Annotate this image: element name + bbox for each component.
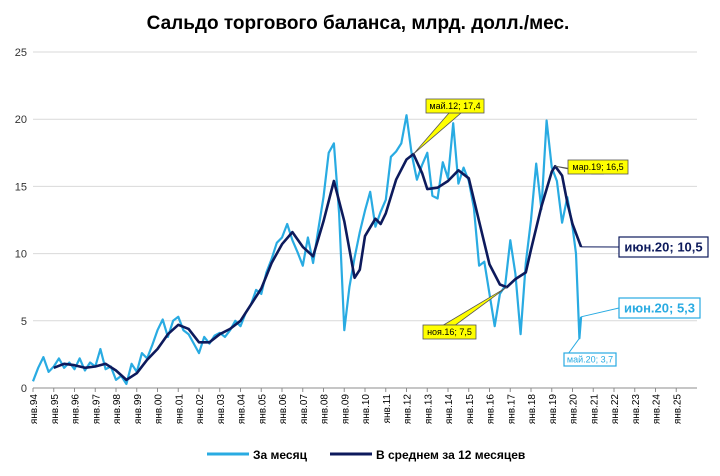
callout-label: мар.19; 16,5 <box>572 162 623 172</box>
x-tick-label: янв.17 <box>506 394 517 425</box>
y-tick-label: 10 <box>15 249 27 261</box>
y-tick-label: 20 <box>15 114 27 126</box>
x-tick-label: янв.07 <box>299 394 310 425</box>
legend: За месяц В среднем за 12 месяцев <box>207 448 525 462</box>
x-tick-label: янв.20 <box>569 394 580 425</box>
callout-label: ноя.16; 7,5 <box>427 327 472 337</box>
x-tick-label: янв.03 <box>216 394 227 425</box>
x-axis: янв.94 янв.95 янв.96 янв.97 янв.98 янв.99 янв.… <box>29 388 683 424</box>
y-tick-label: 0 <box>21 383 27 395</box>
x-tick-label: янв.94 <box>29 394 40 425</box>
x-tick-label: янв.95 <box>50 394 61 425</box>
x-tick-label: янв.19 <box>548 394 559 425</box>
x-tick-label: янв.04 <box>237 394 248 425</box>
x-tick-label: янв.14 <box>444 394 455 425</box>
y-tick-label: 15 <box>15 181 27 193</box>
x-tick-label: янв.18 <box>527 394 538 425</box>
series-line-average <box>54 154 581 380</box>
y-axis: 0 5 10 15 20 25 <box>15 47 27 395</box>
legend-label-monthly: За месяц <box>253 448 308 462</box>
y-tick-label: 25 <box>15 47 27 59</box>
grid-lines <box>33 52 697 388</box>
x-tick-label: янв.02 <box>195 394 206 425</box>
chart-title: Сальдо торгового баланса, млрд. долл./ме… <box>147 13 570 34</box>
x-tick-label: янв.16 <box>486 394 497 425</box>
value-label: июн.20; 10,5 <box>624 240 702 255</box>
x-tick-label: янв.15 <box>465 394 476 425</box>
x-tick-label: янв.23 <box>631 394 642 425</box>
x-tick-label: янв.09 <box>340 394 351 425</box>
x-tick-label: янв.96 <box>71 394 82 425</box>
x-tick-label: янв.13 <box>423 394 434 425</box>
x-tick-label: янв.08 <box>320 394 331 425</box>
x-tick-label: янв.98 <box>112 394 123 425</box>
x-tick-label: янв.12 <box>403 394 414 425</box>
x-tick-label: янв.06 <box>278 394 289 425</box>
series-lines <box>33 115 581 384</box>
x-tick-label: янв.10 <box>361 394 372 425</box>
x-tick-label: янв.05 <box>257 394 268 425</box>
value-label: май.20; 3,7 <box>567 355 613 365</box>
x-tick-label: янв.01 <box>174 394 185 425</box>
x-tick-label: янв.97 <box>91 394 102 425</box>
x-tick-label: янв.25 <box>672 394 683 425</box>
annotations: май.12; 17,4 мар.19; 16,5 ноя.16; 7,5 июн.2… <box>413 99 708 366</box>
legend-label-average: В среднем за 12 месяцев <box>376 448 525 462</box>
x-tick-label: янв.24 <box>652 394 663 425</box>
x-tick-label: янв.11 <box>382 394 393 424</box>
x-tick-label: янв.00 <box>154 394 165 425</box>
callout-label: май.12; 17,4 <box>429 101 480 111</box>
x-tick-label: янв.99 <box>133 394 144 425</box>
y-tick-label: 5 <box>21 316 27 328</box>
x-tick-label: янв.21 <box>589 394 600 425</box>
x-tick-label: янв.22 <box>610 394 621 425</box>
value-label: июн.20; 5,3 <box>624 301 695 316</box>
label-leader <box>581 308 619 317</box>
